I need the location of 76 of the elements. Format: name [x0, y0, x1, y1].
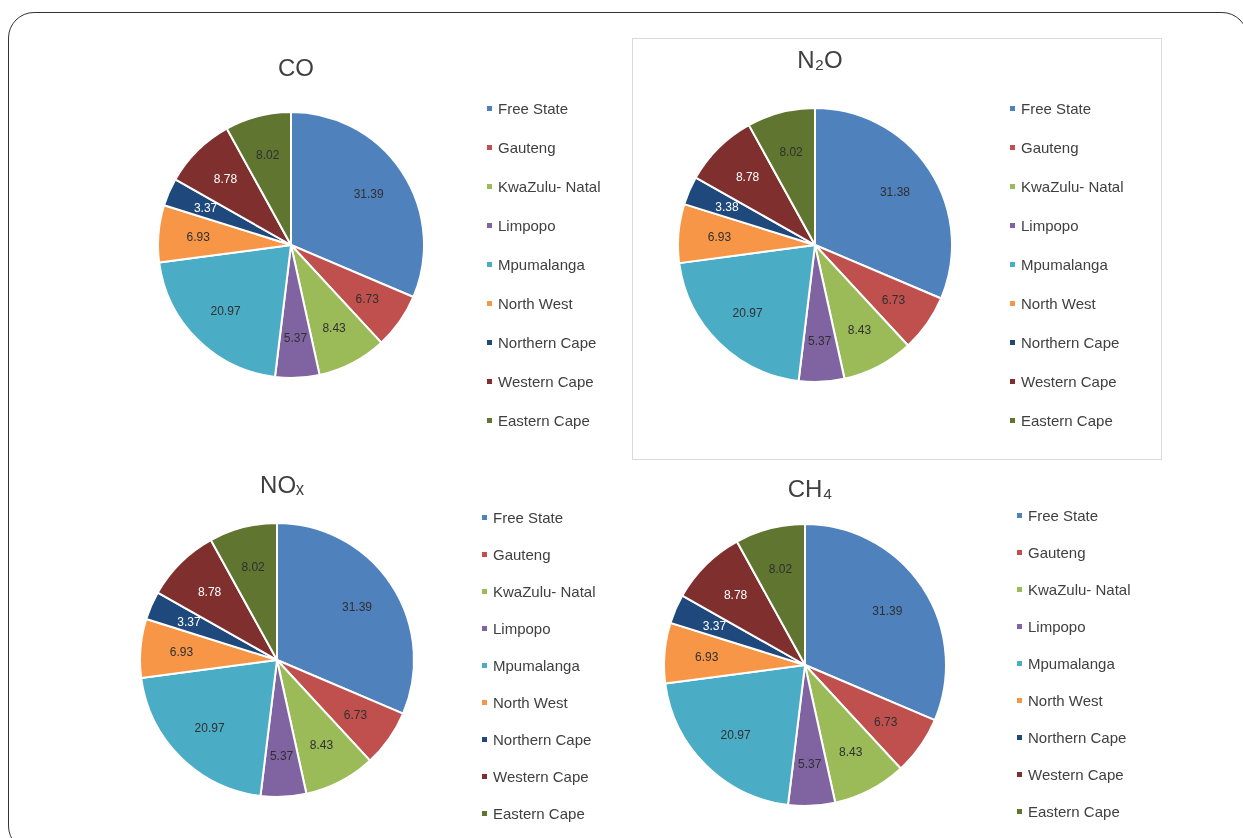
legend-label: Western Cape [1028, 766, 1124, 783]
data-label: 20.97 [194, 721, 225, 736]
data-label: 6.93 [186, 230, 211, 245]
legend-label: Mpumalanga [493, 657, 581, 674]
data-label: 20.97 [732, 306, 763, 321]
legend-label: Mpumalanga [498, 256, 586, 273]
data-label: 8.78 [213, 171, 238, 186]
chart-title: CH₄ [787, 474, 833, 502]
data-label: 8.78 [723, 587, 748, 602]
legend-label: Gauteng [498, 139, 556, 156]
data-label: 8.02 [768, 562, 793, 577]
data-label: 5.37 [807, 333, 832, 348]
data-label: 3.37 [177, 614, 202, 629]
legend-label: North West [498, 295, 574, 312]
legend-label: Mpumalanga [1021, 256, 1109, 273]
legend-label: Eastern Cape [1028, 803, 1120, 820]
data-label: 20.97 [210, 304, 241, 319]
data-label: 8.43 [839, 745, 863, 760]
data-label: 3.37 [193, 200, 218, 215]
data-label: 6.93 [694, 649, 719, 664]
legend-label: Northern Cape [1028, 729, 1127, 746]
legend-label: North West [493, 694, 569, 711]
data-label: 3.38 [715, 199, 740, 214]
legend-label: Gauteng [1021, 139, 1079, 156]
legend-label: Eastern Cape [498, 412, 590, 429]
data-label: 6.73 [355, 291, 380, 306]
legend-label: Western Cape [493, 768, 589, 785]
legend-label: Northern Cape [1021, 334, 1120, 351]
data-label: 8.43 [309, 738, 334, 752]
data-label: 31.38 [879, 185, 911, 200]
data-label: 6.73 [343, 708, 368, 723]
data-label: 8.02 [256, 147, 280, 162]
legend-label: Limpopo [493, 620, 551, 637]
data-label: 5.37 [283, 330, 308, 345]
legend-label: Mpumalanga [1028, 655, 1116, 672]
legend-label: Northern Cape [498, 334, 597, 351]
legend-label: Limpopo [498, 217, 556, 234]
legend-label: Gauteng [493, 546, 551, 563]
legend-label: KwaZulu- Natal [498, 178, 601, 195]
legend-label: Free State [498, 100, 569, 117]
legend-label: Limpopo [1028, 618, 1086, 635]
legend-label: Eastern Cape [1021, 412, 1113, 429]
legend-label: KwaZulu- Natal [1021, 178, 1124, 195]
data-label: 31.39 [341, 600, 373, 615]
data-label: 31.39 [353, 186, 384, 201]
chart-title: CO [278, 53, 314, 81]
chart-title: NOₓ [260, 470, 305, 498]
legend-label: Eastern Cape [493, 805, 585, 822]
data-label: 8.78 [735, 169, 760, 184]
data-label: 6.93 [707, 229, 732, 244]
legend-label: Free State [1028, 507, 1099, 524]
data-label: 8.02 [241, 560, 266, 575]
data-label: 6.73 [881, 293, 906, 308]
legend-label: North West [1021, 295, 1097, 312]
data-label: 31.39 [872, 603, 903, 618]
legend-label: Limpopo [1021, 217, 1079, 234]
data-label: 6.93 [169, 644, 194, 659]
data-label: 3.37 [702, 618, 727, 633]
chart-title: N₂O [797, 45, 843, 73]
data-label: 5.37 [269, 748, 294, 763]
data-label: 8.43 [847, 322, 872, 337]
data-label: 5.37 [798, 756, 822, 771]
legend-label: Western Cape [498, 373, 594, 390]
legend-label: KwaZulu- Natal [493, 583, 596, 600]
legend-label: Free State [493, 509, 564, 526]
data-label: 20.97 [720, 728, 751, 743]
legend-label: Free State [1021, 100, 1092, 117]
legend-label: Northern Cape [493, 731, 592, 748]
legend-label: Gauteng [1028, 544, 1086, 561]
legend-label: North West [1028, 692, 1104, 709]
data-label: 8.78 [197, 584, 222, 599]
legend-label: KwaZulu- Natal [1028, 581, 1131, 598]
data-label: 8.02 [779, 145, 804, 160]
data-label: 6.73 [874, 714, 898, 729]
data-label: 8.43 [322, 320, 347, 335]
legend-label: Western Cape [1021, 373, 1117, 390]
